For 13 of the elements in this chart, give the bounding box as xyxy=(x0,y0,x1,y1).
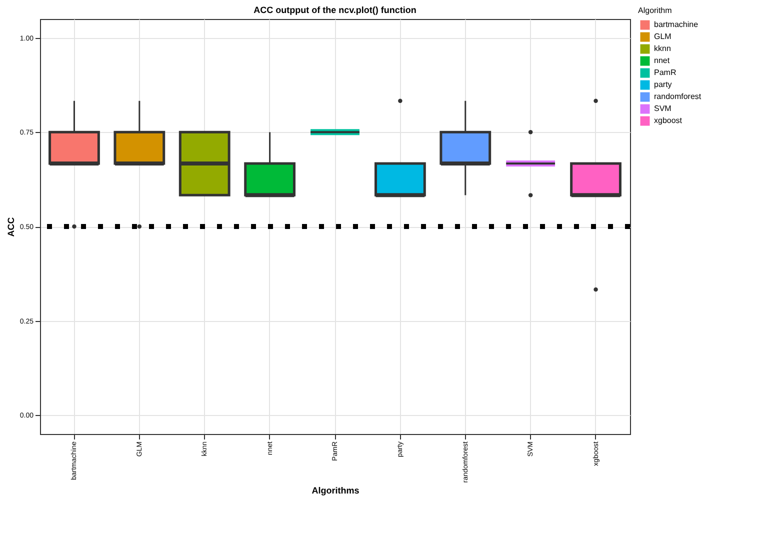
legend-label: randomforest xyxy=(654,92,702,101)
y-axis-title: ACC xyxy=(6,216,16,237)
legend-label: SVM xyxy=(654,104,672,113)
legend-label: kknn xyxy=(654,44,671,53)
chart-title: ACC outpput of the ncv.plot() function xyxy=(254,5,416,15)
legend-title: Algorithm xyxy=(638,6,672,15)
x-axis-title: Algorithms xyxy=(312,486,360,496)
legend-label: PamR xyxy=(654,68,676,77)
legend-label: GLM xyxy=(654,32,672,41)
legend-label: party xyxy=(654,80,672,89)
legend-label: nnet xyxy=(654,56,670,65)
legend-label: xgboost xyxy=(654,116,683,125)
legend-label: bartmachine xyxy=(654,20,699,29)
